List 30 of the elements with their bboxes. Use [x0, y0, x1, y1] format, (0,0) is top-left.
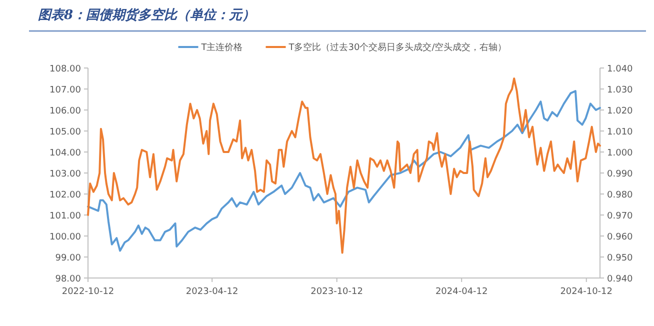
chart-title: 图表8：国债期货多空比（单位：元）: [38, 7, 256, 23]
y2-tick-label: 0.980: [607, 190, 634, 200]
x-tick-label: 2023-10-12: [310, 287, 363, 297]
y-tick-label: 100.00: [50, 232, 82, 242]
y-tick-label: 106.00: [50, 106, 82, 116]
y2-tick-label: 0.940: [607, 274, 634, 284]
y-tick-label: 107.00: [50, 86, 82, 96]
y-tick-label: 101.00: [50, 212, 82, 222]
x-tick-label: 2023-04-12: [186, 287, 238, 297]
x-tick-label: 2024-10-12: [560, 287, 613, 297]
y2-tick-label: 0.990: [607, 170, 634, 180]
y2-tick-label: 1.040: [607, 64, 634, 74]
x-tick-label: 2024-04-12: [435, 287, 488, 297]
x-tick-label: 2022-10-12: [62, 287, 114, 297]
y-tick-label: 103.00: [50, 170, 82, 180]
y2-tick-label: 1.030: [607, 86, 634, 96]
y2-tick-label: 0.950: [607, 254, 634, 264]
legend-label: T多空比（过去30个交易日多头成交/空头成交，右轴）: [288, 42, 507, 53]
y-tick-label: 108.00: [50, 64, 82, 74]
y-tick-label: 104.00: [50, 148, 82, 158]
y-tick-label: 99.00: [55, 254, 82, 264]
y2-tick-label: 1.000: [607, 148, 634, 158]
y-tick-label: 105.00: [50, 128, 82, 138]
y2-tick-label: 0.960: [607, 232, 634, 242]
legend-label: T主连价格: [200, 42, 243, 53]
y2-tick-label: 1.020: [607, 106, 634, 116]
y2-tick-label: 0.970: [607, 212, 634, 222]
y2-tick-label: 1.010: [607, 128, 634, 138]
y-tick-label: 98.00: [55, 274, 82, 284]
y-tick-label: 102.00: [50, 190, 82, 200]
